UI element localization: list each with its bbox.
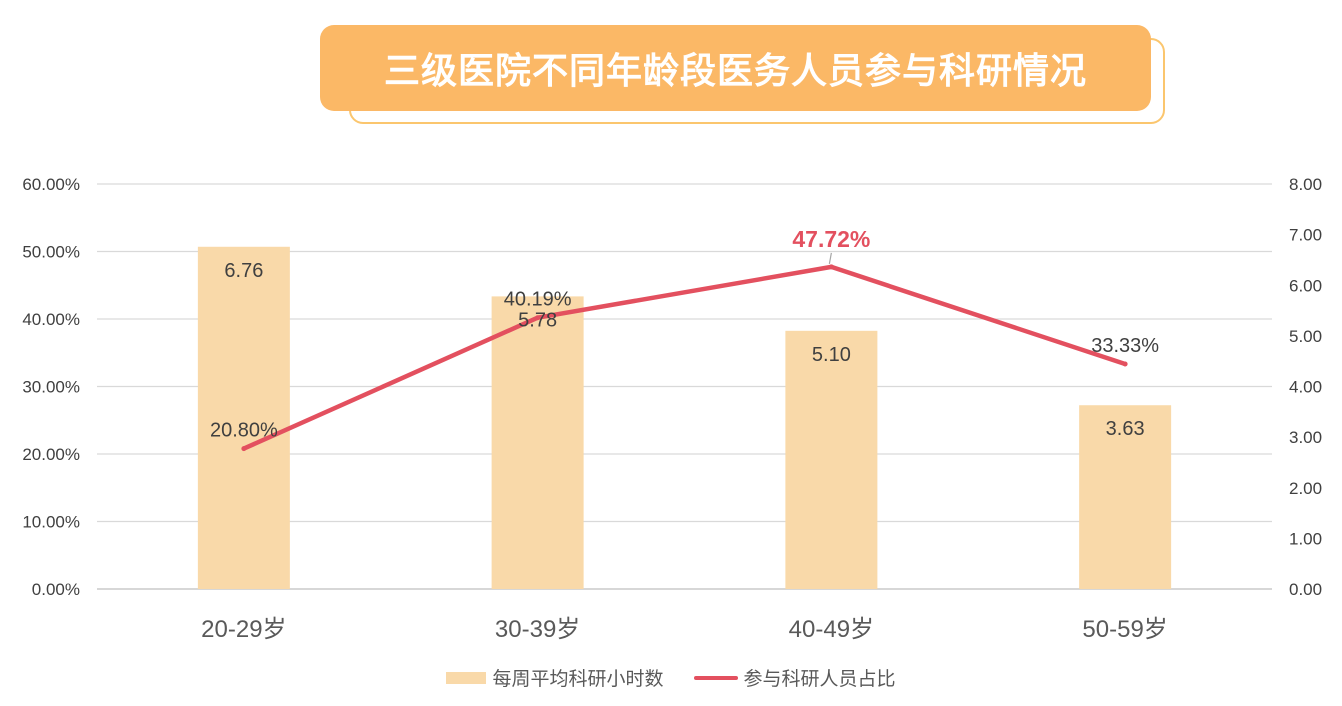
y-left-tick-label: 60.00% bbox=[22, 175, 80, 194]
y-right-tick-label: 8.00 bbox=[1289, 175, 1322, 194]
y-right-tick-label: 3.00 bbox=[1289, 428, 1322, 447]
legend-line-label: 参与科研人员占比 bbox=[743, 668, 896, 690]
bar bbox=[197, 246, 290, 589]
bar-value-label: 3.63 bbox=[1106, 418, 1145, 440]
chart-title: 三级医院不同年龄段医务人员参与科研情况 bbox=[383, 51, 1087, 92]
y-right-tick-label: 2.00 bbox=[1289, 479, 1322, 498]
line-value-label: 47.72% bbox=[792, 226, 870, 252]
bar bbox=[1079, 405, 1172, 589]
y-right-tick-label: 1.00 bbox=[1289, 529, 1322, 548]
bar-value-label: 5.10 bbox=[812, 344, 851, 366]
y-left-tick-label: 40.00% bbox=[22, 310, 80, 329]
x-category-label: 20-29岁 bbox=[201, 616, 286, 643]
line-value-label: 20.80% bbox=[210, 420, 278, 442]
bar bbox=[491, 296, 584, 589]
line-value-label: 33.33% bbox=[1091, 335, 1159, 357]
y-right-tick-label: 4.00 bbox=[1289, 378, 1322, 397]
y-left-tick-label: 20.00% bbox=[22, 445, 80, 464]
y-right-tick-label: 5.00 bbox=[1289, 327, 1322, 346]
y-left-tick-label: 30.00% bbox=[22, 378, 80, 397]
series-line bbox=[241, 264, 1128, 451]
legend-item-bar: 每周平均科研小时数 bbox=[446, 664, 664, 691]
line-point bbox=[1122, 361, 1128, 367]
bar-value-label: 5.78 bbox=[518, 309, 557, 331]
bar-value-label: 6.76 bbox=[224, 260, 263, 282]
y-right-tick-label: 6.00 bbox=[1289, 276, 1322, 295]
bar bbox=[785, 330, 878, 589]
x-category-label: 40-49岁 bbox=[789, 616, 874, 643]
y-right-tick-label: 0.00 bbox=[1289, 580, 1322, 599]
legend-item-line: 参与科研人员占比 bbox=[693, 664, 896, 691]
legend-line-swatch bbox=[693, 675, 738, 680]
y-left-tick-label: 50.00% bbox=[22, 243, 80, 262]
y-left-tick-label: 0.00% bbox=[32, 580, 80, 599]
line-point bbox=[828, 264, 834, 270]
x-category-label: 50-59岁 bbox=[1082, 616, 1167, 643]
x-category-label: 30-39岁 bbox=[495, 616, 580, 643]
leader-line bbox=[828, 252, 832, 264]
line-value-label: 40.19% bbox=[504, 289, 572, 311]
legend-bar-label: 每周平均科研小时数 bbox=[492, 668, 664, 690]
title-banner: 三级医院不同年龄段医务人员参与科研情况 bbox=[320, 25, 1151, 111]
legend-bar-swatch bbox=[446, 671, 487, 684]
line-point bbox=[535, 315, 541, 321]
y-right-tick-label: 7.00 bbox=[1289, 226, 1322, 245]
legend: 每周平均科研小时数 参与科研人员占比 bbox=[0, 664, 1342, 691]
line-point bbox=[241, 446, 247, 452]
y-left-tick-label: 10.00% bbox=[22, 513, 80, 532]
